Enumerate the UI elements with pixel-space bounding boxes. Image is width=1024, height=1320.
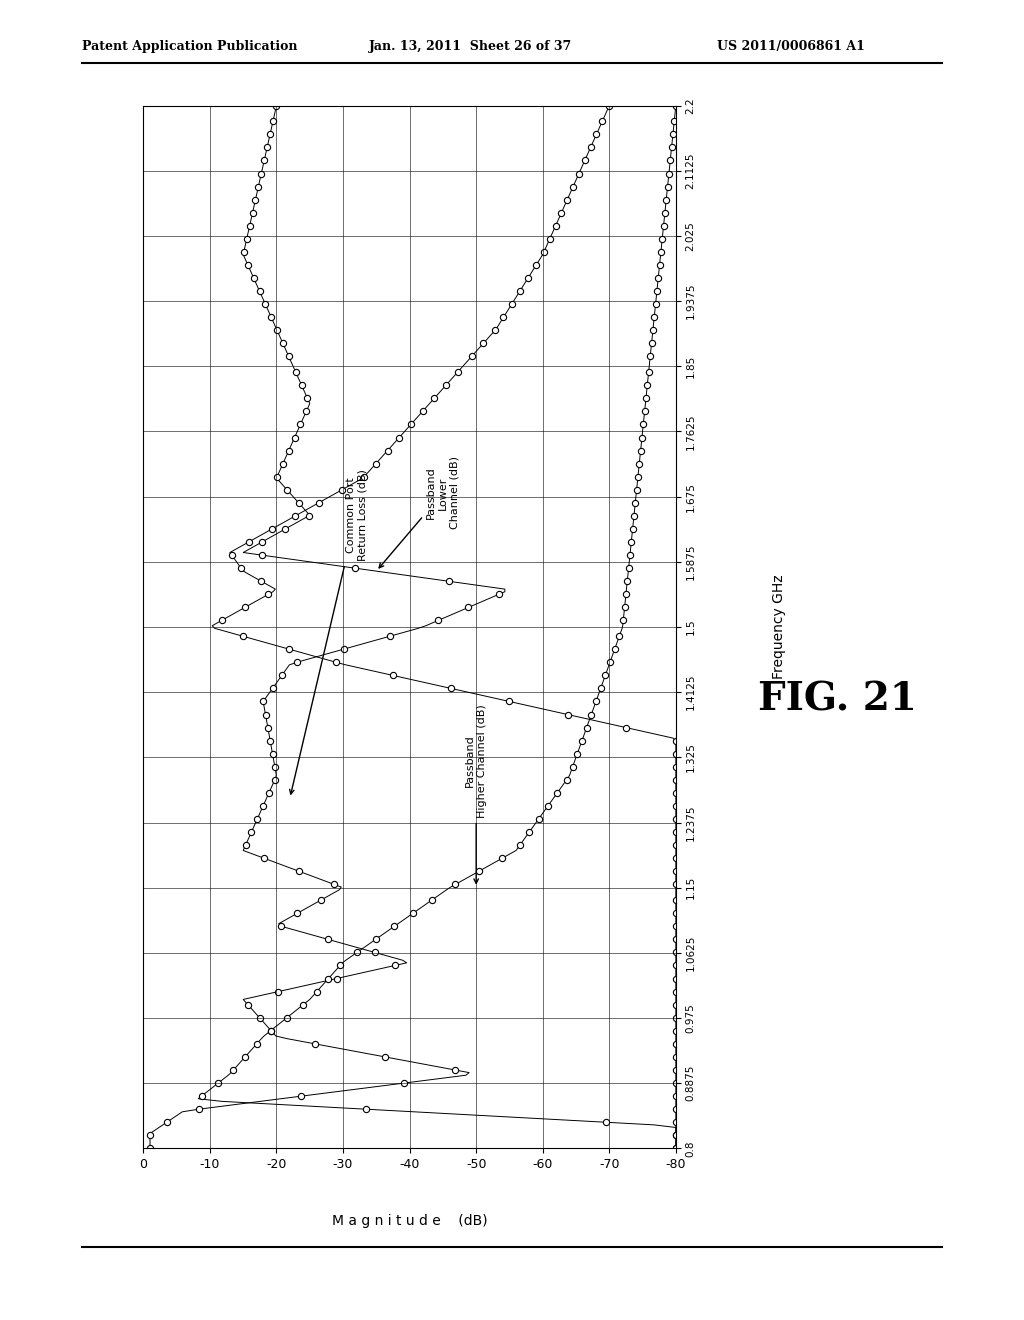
Text: FIG. 21: FIG. 21 (758, 681, 916, 718)
Text: Common Port
Return Loss (dB): Common Port Return Loss (dB) (290, 470, 368, 795)
Text: Passband
Higher Channel (dB): Passband Higher Channel (dB) (465, 704, 487, 883)
Text: US 2011/0006861 A1: US 2011/0006861 A1 (717, 40, 864, 53)
Text: Patent Application Publication: Patent Application Publication (82, 40, 297, 53)
Text: Passband
Lower
Channel (dB): Passband Lower Channel (dB) (379, 457, 460, 568)
Text: M a g n i t u d e    (dB): M a g n i t u d e (dB) (332, 1214, 487, 1228)
Text: Jan. 13, 2011  Sheet 26 of 37: Jan. 13, 2011 Sheet 26 of 37 (369, 40, 571, 53)
Y-axis label: Frequency GHz: Frequency GHz (772, 574, 786, 680)
